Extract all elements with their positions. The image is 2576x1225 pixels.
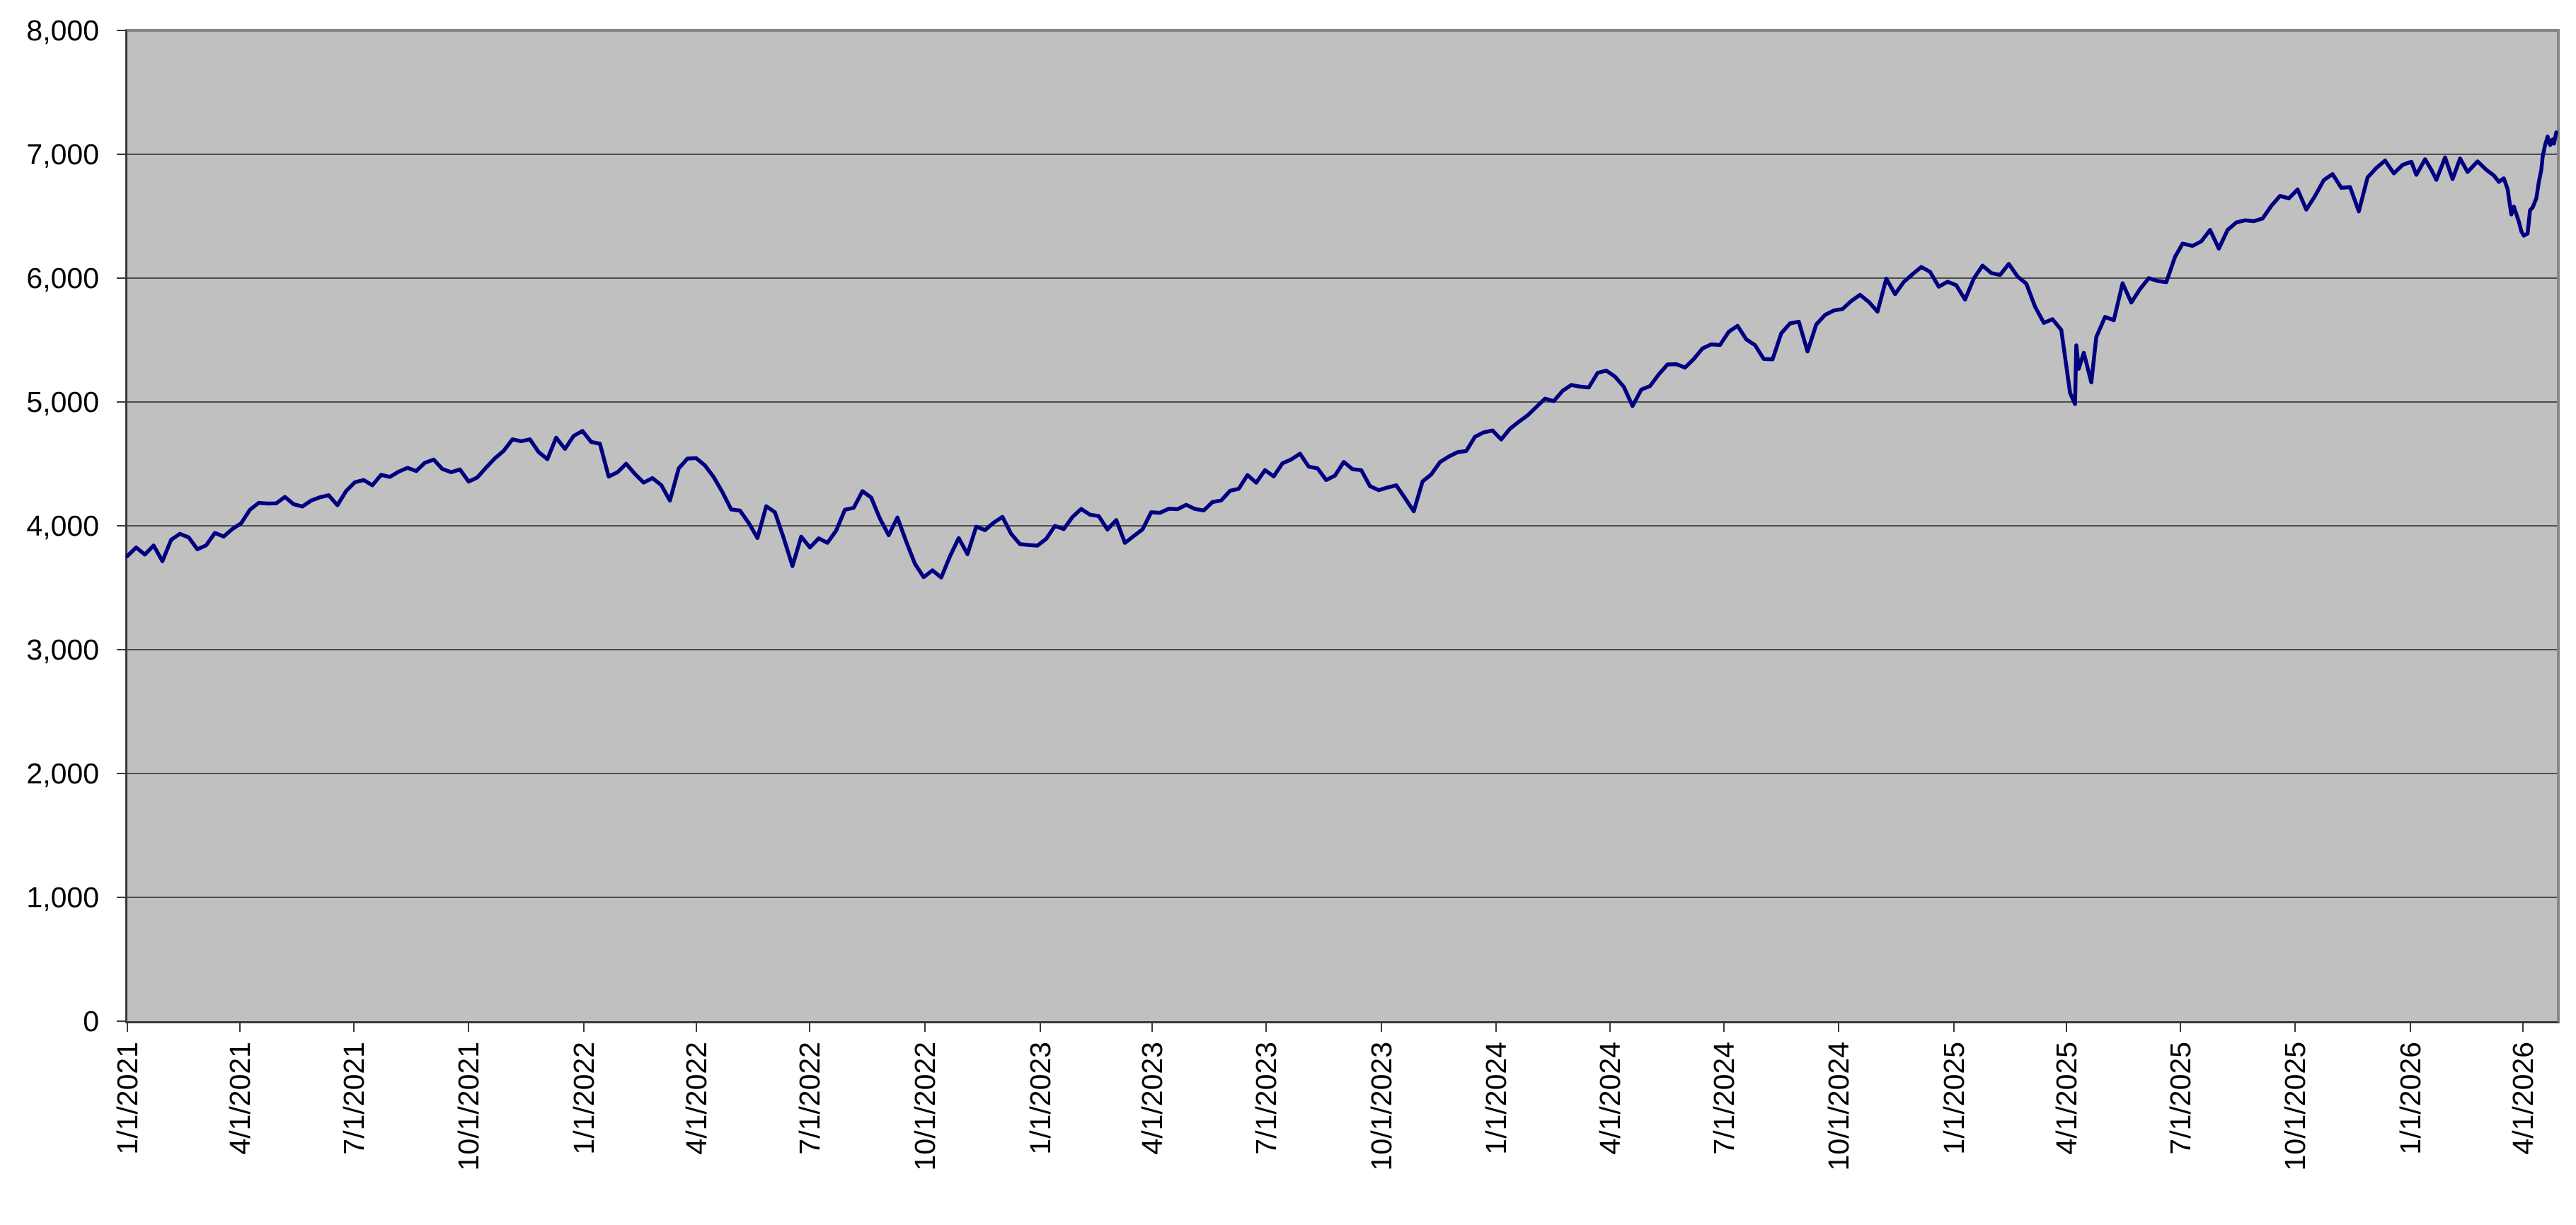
x-axis-label: 10/1/2025 <box>2279 1042 2312 1171</box>
x-tick-mark <box>352 1022 355 1032</box>
x-axis-label: 7/1/2021 <box>337 1042 370 1155</box>
y-axis-label: 7,000 <box>26 138 99 171</box>
x-axis-label: 4/1/2022 <box>679 1042 713 1155</box>
x-tick-mark <box>1609 1022 1611 1032</box>
x-axis-label: 7/1/2024 <box>1707 1042 1740 1155</box>
x-tick-mark <box>468 1022 470 1032</box>
x-tick-mark <box>695 1022 697 1032</box>
x-axis-label: 10/1/2024 <box>1822 1042 1856 1171</box>
x-axis-label: 7/1/2025 <box>2163 1042 2197 1155</box>
y-tick-mark <box>117 773 127 774</box>
x-axis-label: 4/1/2021 <box>223 1042 256 1155</box>
x-tick-mark <box>1723 1022 1725 1032</box>
y-tick-mark <box>117 30 127 31</box>
x-tick-mark <box>582 1022 585 1032</box>
x-axis-label: 1/1/2021 <box>111 1042 144 1155</box>
y-tick-mark <box>117 154 127 155</box>
x-tick-mark <box>1265 1022 1267 1032</box>
x-axis-label: 7/1/2023 <box>1250 1042 1283 1155</box>
y-gridline <box>127 649 2557 650</box>
x-tick-mark <box>2179 1022 2181 1032</box>
x-tick-mark <box>1495 1022 1497 1032</box>
x-tick-mark <box>1838 1022 1840 1032</box>
y-tick-mark <box>117 1020 127 1022</box>
x-tick-mark <box>1953 1022 1955 1032</box>
x-axis-label: 4/1/2026 <box>2506 1042 2539 1155</box>
y-gridline <box>127 897 2557 898</box>
y-axis-label: 5,000 <box>26 386 99 418</box>
x-tick-mark <box>809 1022 811 1032</box>
x-axis-label: 1/1/2023 <box>1023 1042 1057 1155</box>
x-tick-mark <box>1380 1022 1382 1032</box>
x-axis-label: 10/1/2021 <box>452 1042 485 1171</box>
y-axis-label: 8,000 <box>26 14 99 47</box>
y-gridline <box>127 773 2557 774</box>
x-axis-label: 7/1/2022 <box>793 1042 827 1155</box>
x-tick-mark <box>127 1022 128 1032</box>
x-tick-mark <box>2294 1022 2296 1032</box>
y-axis-label: 6,000 <box>26 262 99 294</box>
x-tick-mark <box>2065 1022 2067 1032</box>
y-axis-label: 2,000 <box>26 757 99 790</box>
x-axis-label: 4/1/2023 <box>1136 1042 1169 1155</box>
y-gridline <box>127 525 2557 527</box>
x-axis-label: 4/1/2025 <box>2049 1042 2083 1155</box>
x-axis-label: 10/1/2023 <box>1364 1042 1398 1171</box>
y-tick-mark <box>117 897 127 898</box>
x-axis-label: 1/1/2022 <box>567 1042 600 1155</box>
x-tick-mark <box>1039 1022 1041 1032</box>
y-gridline <box>127 154 2557 155</box>
y-tick-mark <box>117 525 127 527</box>
y-gridline <box>127 401 2557 403</box>
x-axis-label: 4/1/2024 <box>1594 1042 1627 1155</box>
y-tick-mark <box>117 649 127 650</box>
y-axis-label: 1,000 <box>26 881 99 914</box>
x-tick-mark <box>2409 1022 2411 1032</box>
x-tick-mark <box>924 1022 926 1032</box>
y-axis-label: 3,000 <box>26 633 99 666</box>
y-axis-label: 4,000 <box>26 510 99 542</box>
y-tick-mark <box>117 277 127 279</box>
x-axis-label: 1/1/2026 <box>2393 1042 2427 1155</box>
y-tick-mark <box>117 401 127 403</box>
x-tick-mark <box>238 1022 241 1032</box>
x-tick-mark <box>2522 1022 2524 1032</box>
x-tick-mark <box>1151 1022 1154 1032</box>
x-axis-label: 10/1/2022 <box>909 1042 941 1171</box>
x-axis-label: 1/1/2025 <box>1937 1042 1970 1155</box>
x-axis-label: 1/1/2024 <box>1480 1042 1513 1155</box>
y-axis-label: 0 <box>83 1005 99 1037</box>
y-gridline <box>127 277 2557 279</box>
